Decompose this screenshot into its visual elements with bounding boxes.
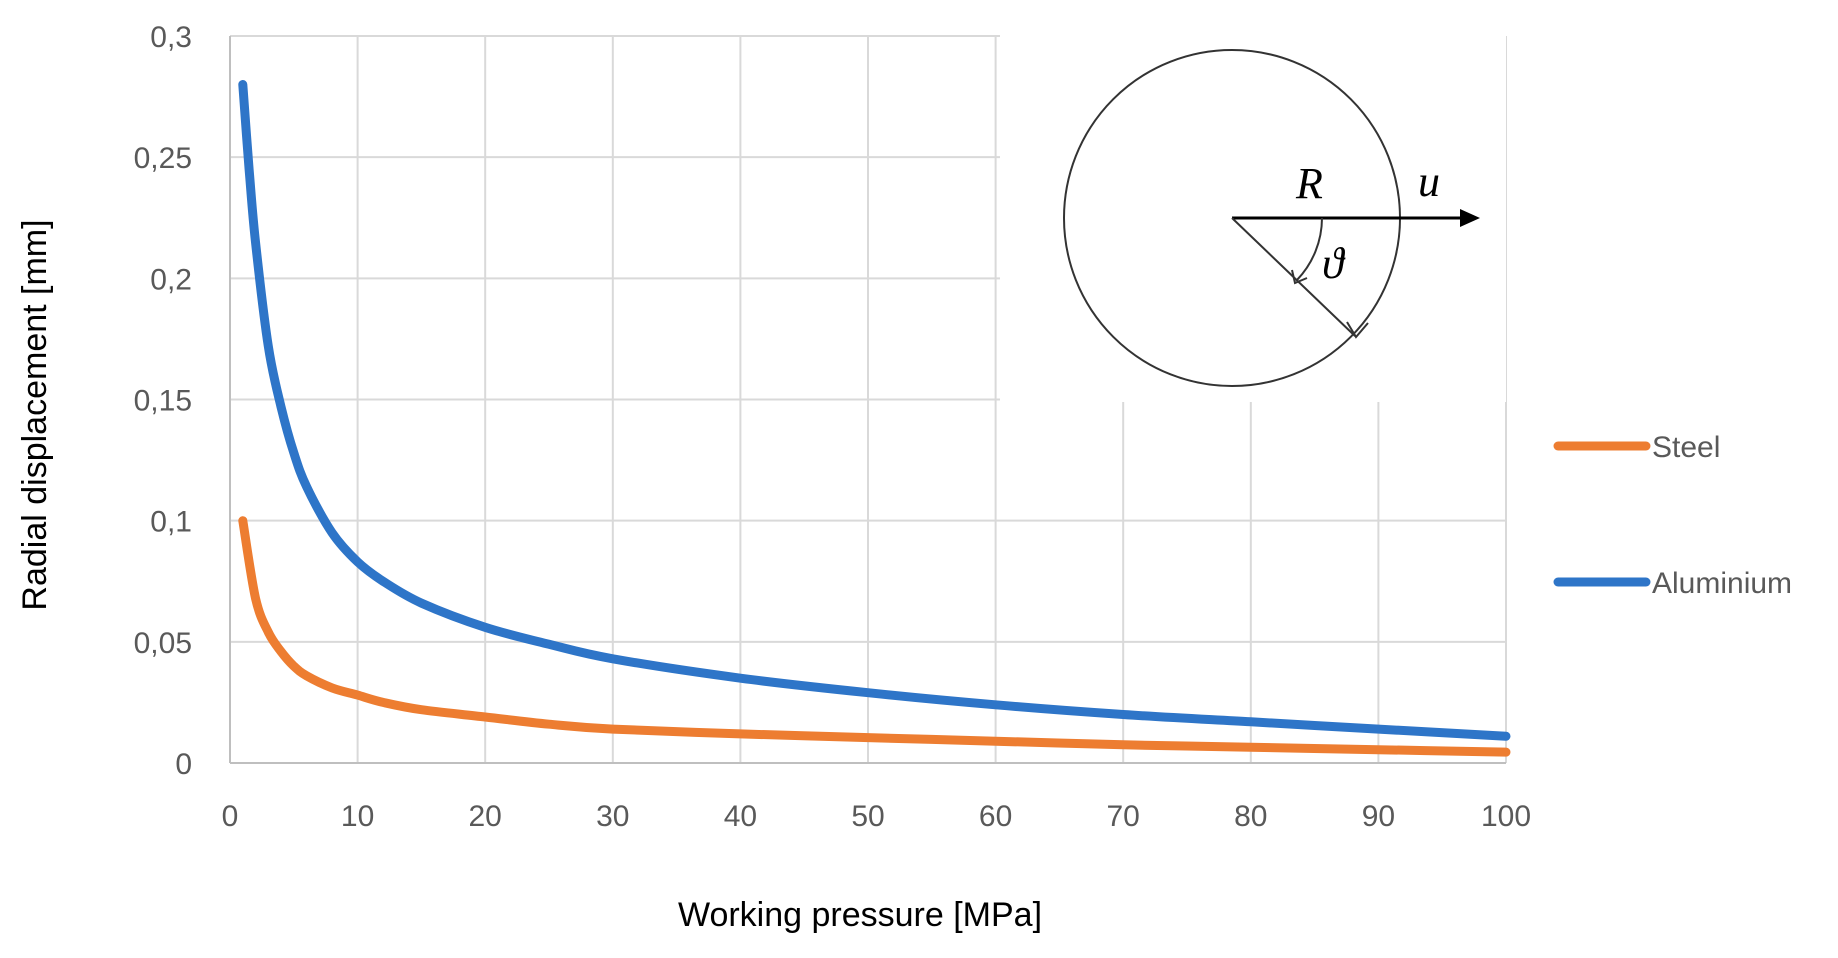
x-tick-label-7: 70 bbox=[1107, 800, 1140, 833]
x-tick-label-5: 50 bbox=[851, 800, 884, 833]
legend-label-steel: Steel bbox=[1652, 431, 1720, 464]
legend: Steel Aluminium bbox=[1553, 431, 1792, 600]
inset-diagram: R u ϑ bbox=[1000, 34, 1506, 402]
x-tick-label-3: 30 bbox=[596, 800, 629, 833]
x-tick-label-8: 80 bbox=[1234, 800, 1267, 833]
y-tick-label-5: 0,25 bbox=[134, 142, 192, 175]
series-line-steel bbox=[238, 516, 1511, 757]
y-tick-label-0: 0 bbox=[175, 748, 192, 781]
inset-angle-arc bbox=[1296, 217, 1323, 281]
series-line-aluminium bbox=[238, 80, 1511, 741]
x-tick-label-1: 10 bbox=[341, 800, 374, 833]
inset-displacement-label: u bbox=[1418, 157, 1440, 206]
x-tick-label-0: 0 bbox=[222, 800, 239, 833]
series-layer bbox=[238, 80, 1511, 757]
y-tick-label-2: 0,1 bbox=[150, 506, 192, 539]
x-tick-label-9: 90 bbox=[1362, 800, 1395, 833]
y-tick-label-6: 0,3 bbox=[150, 21, 192, 54]
axes bbox=[229, 36, 1506, 764]
inset-angle-arrowhead bbox=[1291, 269, 1308, 285]
inset-displacement-arrowhead bbox=[1460, 209, 1480, 227]
y-tick-label-1: 0,05 bbox=[134, 627, 192, 660]
inset-angle-label: ϑ bbox=[1322, 239, 1346, 288]
inset-circumference-arrowhead bbox=[1346, 321, 1369, 339]
x-axis-title: Working pressure [MPa] bbox=[678, 896, 1042, 934]
x-tick-label-10: 100 bbox=[1481, 800, 1531, 833]
x-tick-label-2: 20 bbox=[469, 800, 502, 833]
inset-radius-label: R bbox=[1295, 159, 1323, 208]
x-tick-label-6: 60 bbox=[979, 800, 1012, 833]
y-axis-title: Radial displacement [mm] bbox=[16, 219, 54, 610]
y-tick-label-4: 0,2 bbox=[150, 263, 192, 296]
y-tick-label-3: 0,15 bbox=[134, 385, 192, 418]
legend-label-aluminium: Aluminium bbox=[1652, 567, 1792, 600]
x-tick-label-4: 40 bbox=[724, 800, 757, 833]
tick-labels: 0 10 20 30 40 50 60 70 80 90 100 0 0,05 0,1 0,15 0,2 0,2… bbox=[134, 21, 1531, 833]
